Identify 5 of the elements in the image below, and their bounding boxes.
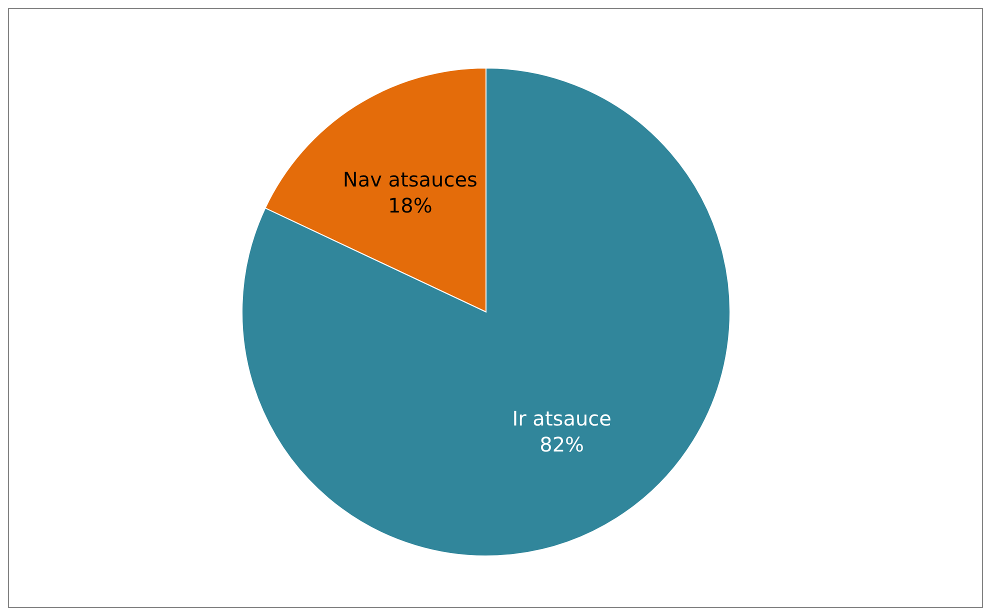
data-label: 18% — [388, 194, 432, 218]
slice-label: Ir atsauce — [512, 406, 612, 430]
data-label: 82% — [540, 432, 584, 456]
pie-slice — [242, 68, 730, 556]
slice-label: Nav atsauces — [342, 168, 478, 192]
